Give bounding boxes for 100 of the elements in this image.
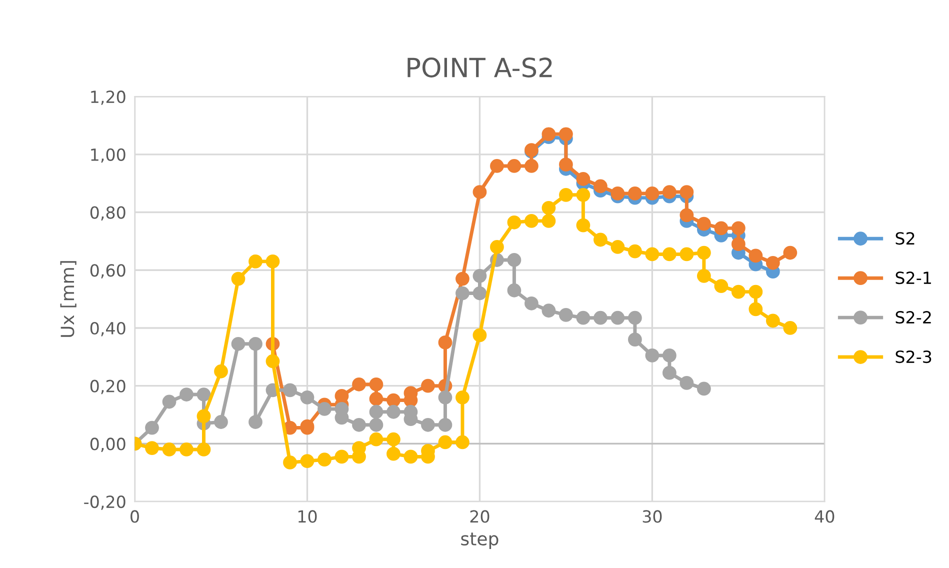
point <box>266 254 280 268</box>
point <box>472 286 487 300</box>
point <box>490 240 504 254</box>
point <box>662 348 676 362</box>
point <box>628 332 642 346</box>
point <box>731 237 746 252</box>
point <box>662 247 676 262</box>
point <box>645 186 660 200</box>
point <box>283 383 297 398</box>
point <box>697 382 711 396</box>
point <box>594 179 608 194</box>
point <box>542 304 556 318</box>
x-tick-label: 30 <box>642 510 662 523</box>
point <box>162 394 176 409</box>
point <box>559 158 573 172</box>
point <box>662 185 676 199</box>
point <box>680 208 694 222</box>
point <box>438 435 452 450</box>
x-tick-label: 20 <box>470 510 490 523</box>
point <box>507 283 522 298</box>
point <box>145 420 159 435</box>
point <box>386 446 400 461</box>
y-tick-label: 0,20 <box>90 380 126 394</box>
point <box>369 404 384 419</box>
point <box>472 268 487 283</box>
chart-title: POINT A-S2 <box>408 58 552 78</box>
point <box>680 247 694 262</box>
point <box>404 450 418 464</box>
point <box>783 246 798 260</box>
point <box>472 328 487 342</box>
point <box>714 279 728 293</box>
legend-label: S2-3 <box>896 350 932 364</box>
point <box>318 452 332 467</box>
point <box>594 232 608 247</box>
point <box>386 393 400 408</box>
point <box>438 336 452 350</box>
point <box>697 246 711 260</box>
point <box>645 348 660 362</box>
point <box>438 418 452 432</box>
point <box>524 296 538 310</box>
point <box>490 159 504 173</box>
y-tick-label: 0,00 <box>90 438 126 452</box>
point <box>680 376 694 390</box>
point <box>231 272 246 286</box>
point <box>386 404 400 419</box>
point <box>214 364 228 378</box>
legend-label: S2-2 <box>896 311 931 324</box>
point <box>766 314 780 328</box>
point <box>231 336 246 351</box>
x-tick-label: 40 <box>814 510 834 523</box>
point <box>697 268 711 283</box>
point <box>662 366 676 380</box>
point <box>542 214 556 228</box>
y-tick-label: 0,40 <box>90 322 126 336</box>
y-axis-title: Ux [mm] <box>60 261 76 337</box>
point <box>438 390 452 404</box>
point <box>352 418 366 432</box>
point <box>697 216 711 231</box>
point <box>748 302 763 316</box>
point <box>456 272 470 286</box>
x-tick-label: 0 <box>130 510 139 523</box>
point <box>524 214 538 228</box>
point <box>507 253 522 267</box>
point <box>628 244 642 258</box>
point <box>576 310 590 325</box>
point <box>783 321 798 335</box>
legend-label: S2-1 <box>896 272 931 284</box>
point <box>714 221 728 236</box>
point <box>456 286 470 300</box>
point <box>248 254 262 268</box>
point <box>145 441 159 455</box>
point <box>456 390 470 404</box>
point <box>196 409 211 424</box>
point <box>248 415 262 429</box>
point <box>456 435 470 450</box>
point <box>680 185 694 199</box>
y-tick-label: 0,80 <box>90 206 126 221</box>
point <box>628 186 642 200</box>
point <box>196 442 211 456</box>
x-axis-title: step <box>461 532 498 550</box>
x-tick-label: 10 <box>298 510 317 523</box>
point <box>576 188 590 202</box>
point <box>283 456 297 470</box>
point <box>196 388 211 402</box>
legend-label: S2 <box>896 232 914 245</box>
y-tick-label: 1,00 <box>91 148 126 163</box>
point <box>180 388 194 402</box>
point <box>369 377 384 392</box>
point <box>472 185 487 199</box>
point <box>645 247 660 262</box>
point <box>300 390 314 404</box>
point <box>731 284 746 299</box>
point <box>610 310 625 325</box>
point <box>421 418 435 432</box>
point <box>214 415 228 429</box>
point <box>369 432 384 446</box>
point <box>369 392 384 406</box>
point <box>334 450 349 464</box>
point <box>542 127 556 142</box>
point <box>748 248 763 263</box>
